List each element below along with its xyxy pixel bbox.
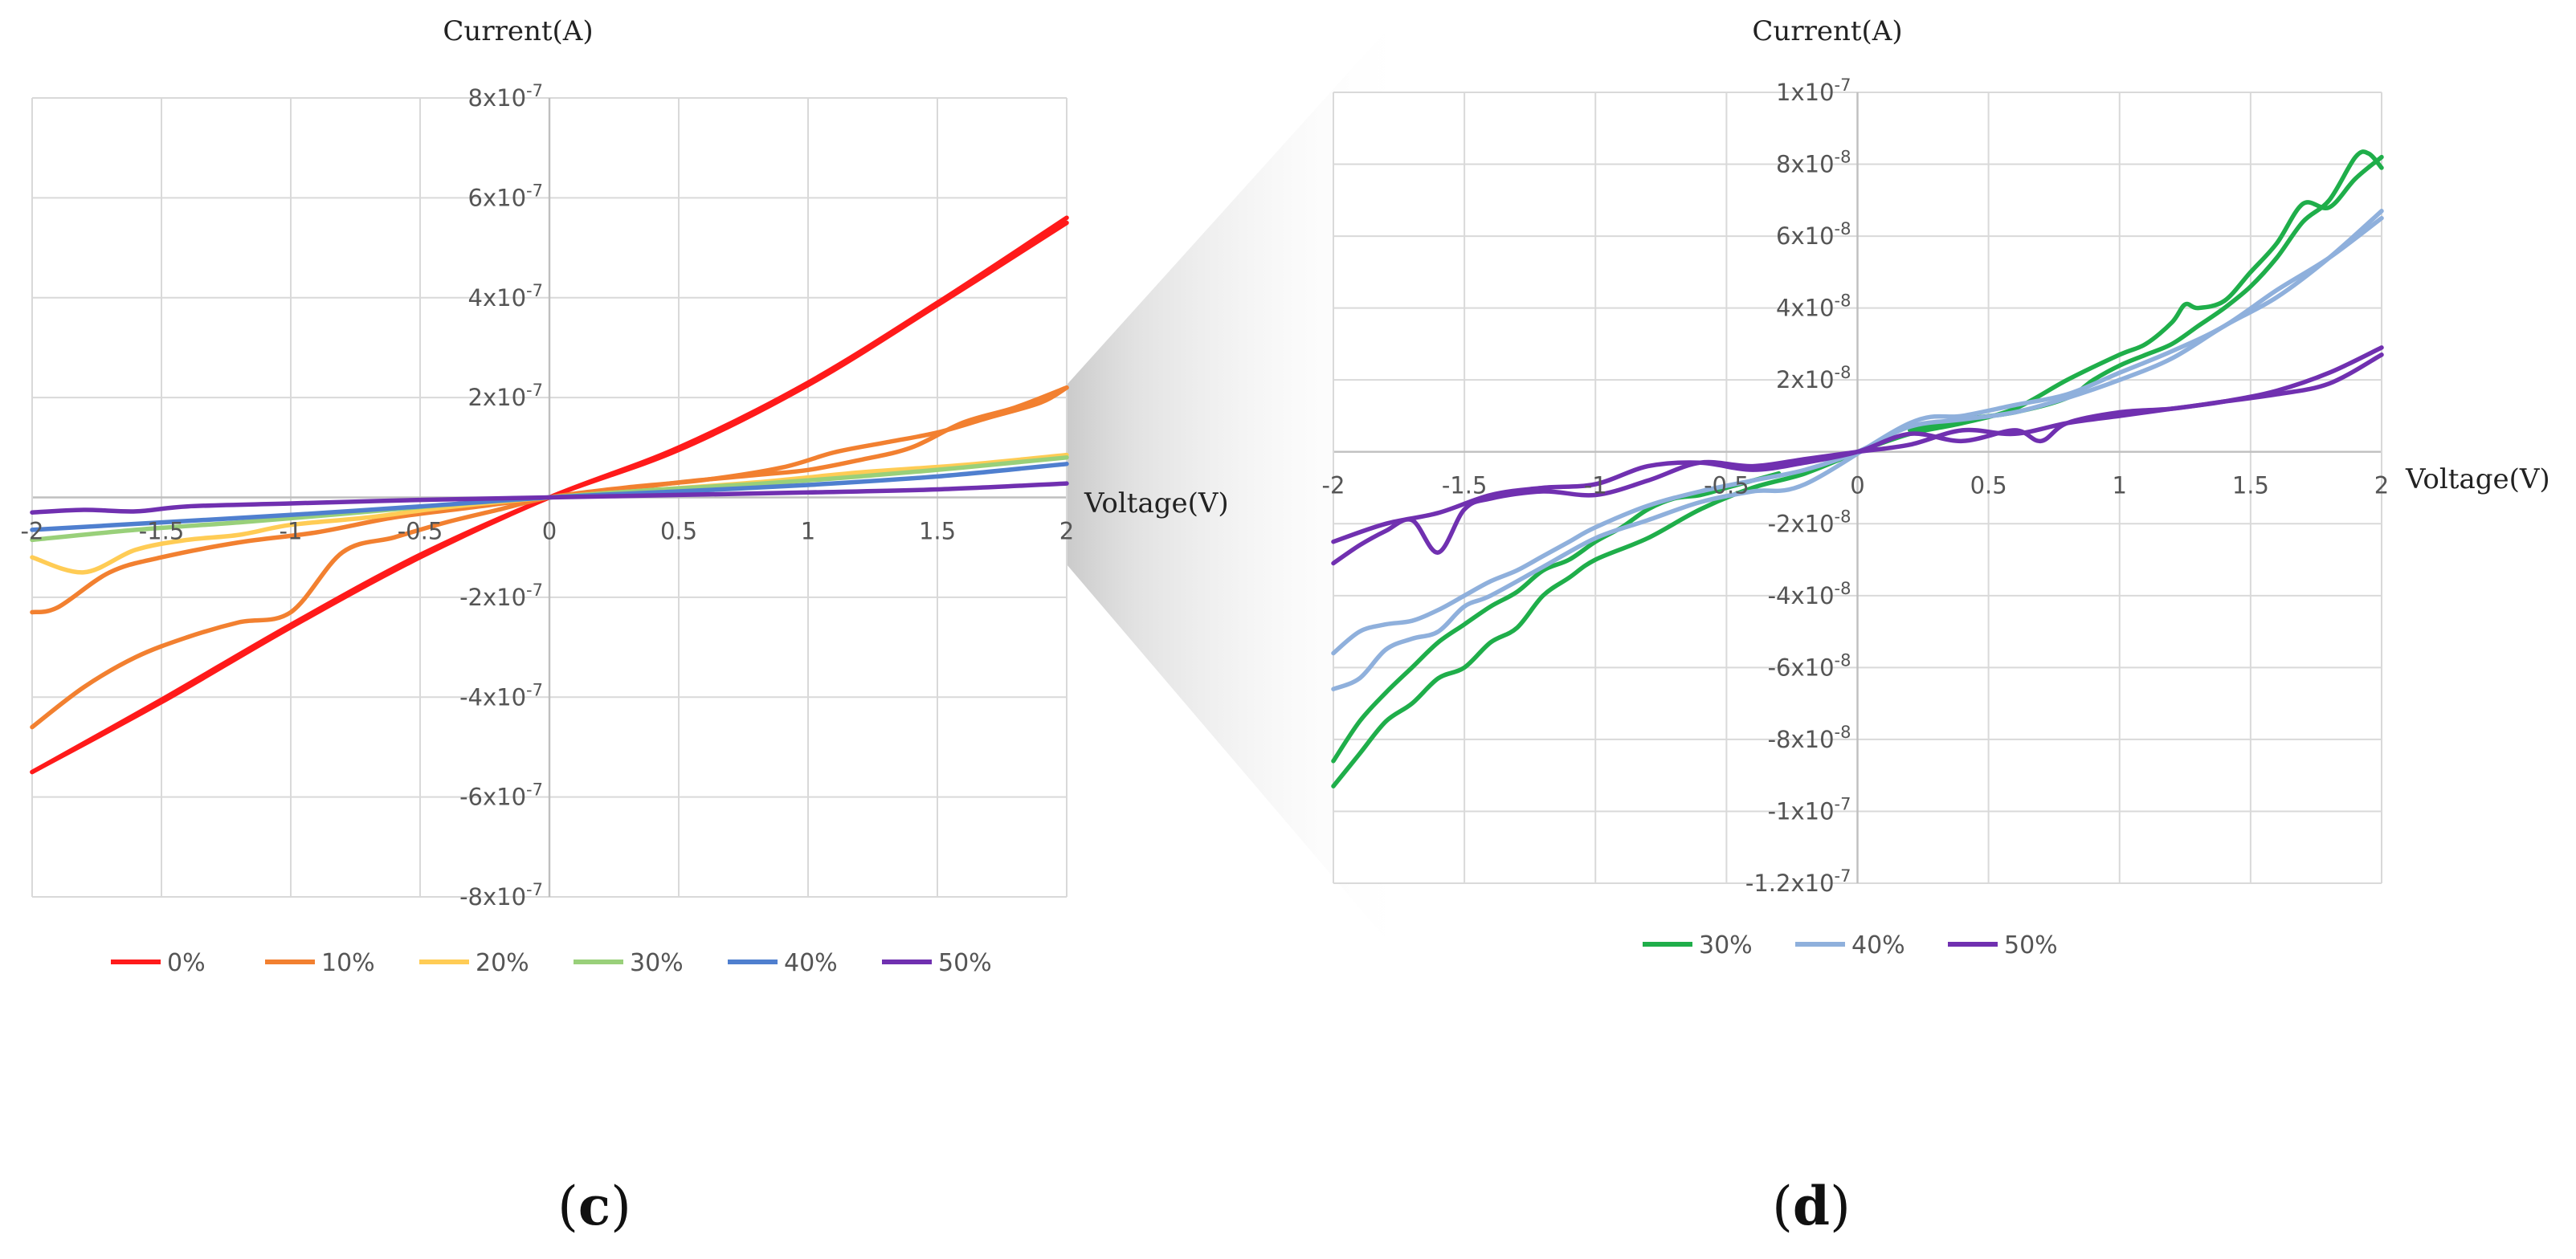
y-tick-label-c-6: -6x10-7 <box>459 780 543 811</box>
panel-label-d: (d) <box>1772 1175 1851 1237</box>
x-tick-label-d-2: -1 <box>1584 472 1607 499</box>
x-axis-title-c: Voltage(V) <box>1084 487 1229 519</box>
legend-label-d-2: 50% <box>2004 931 2058 960</box>
series-group-d <box>1331 149 2384 788</box>
y-tick-label-c-1: 6x10-7 <box>468 181 543 211</box>
y-tick-label-d-10: -1.2x10-7 <box>1745 866 1851 897</box>
y-tick-label-c-5: -4x10-7 <box>459 680 543 711</box>
x-tick-label-d-6: 1 <box>2113 472 2127 499</box>
x-tick-label-d-8: 2 <box>2374 472 2389 499</box>
zoom-connector <box>988 0 1414 972</box>
y-tick-label-c-0: 8x10-7 <box>468 81 543 112</box>
x-axis-title-d: Voltage(V) <box>2405 463 2550 495</box>
y-tick-label-d-3: 4x10-8 <box>1776 291 1851 322</box>
legend-d: 30% 40% 50% <box>1643 931 2058 960</box>
x-tick-labels-d: -2 -1.5 -1 -0.5 0 0.5 1 1.5 2 <box>1322 472 2390 499</box>
y-tick-label-c-2: 4x10-7 <box>468 281 543 312</box>
chart-panel-d: -2 -1.5 -1 -0.5 0 0.5 1 1.5 2 1x10-7 8x10-8 6x10-8… <box>1322 15 2550 1237</box>
legend-label-d-0: 30% <box>1699 931 1753 960</box>
y-tick-label-d-6: -4x10-8 <box>1768 579 1851 609</box>
x-tick-label-c-0: -2 <box>21 518 44 545</box>
panel-letter-d: d <box>1793 1175 1830 1237</box>
series-line-c-7 <box>30 481 1069 515</box>
x-tick-label-d-0: -2 <box>1322 472 1345 499</box>
x-tick-label-c-7: 1.5 <box>919 518 956 545</box>
y-tick-label-d-5: -2x10-8 <box>1768 507 1851 537</box>
y-tick-label-d-1: 8x10-8 <box>1776 148 1851 178</box>
series-line-d-5 <box>1331 215 2384 691</box>
x-tick-label-c-4: 0 <box>542 518 557 545</box>
y-tick-labels-d: 1x10-7 8x10-8 6x10-8 4x10-8 2x10-8 -2x10-8 -4x… <box>1745 75 1851 897</box>
x-tick-label-d-7: 1.5 <box>2232 472 2269 499</box>
y-tick-label-d-8: -8x10-8 <box>1768 723 1851 753</box>
x-tick-label-d-1: -1.5 <box>1442 472 1488 499</box>
y-tick-labels-c: 8x10-7 6x10-7 4x10-7 2x10-7 -2x10-7 -4x10-7 -6… <box>459 81 543 911</box>
chart-panel-c: -2 -1.5 -1 -0.5 0 0.5 1 1.5 2 8x10-7 6x10-7 4x10-7… <box>21 15 1229 1237</box>
grid-d <box>1333 92 2382 884</box>
x-tick-label-c-6: 1 <box>801 518 815 545</box>
y-tick-label-d-2: 6x10-8 <box>1776 219 1851 250</box>
series-line-c-2 <box>30 385 1069 730</box>
legend-label-c-4: 40% <box>784 949 838 977</box>
legend-label-c-2: 20% <box>476 949 529 977</box>
x-tick-label-c-5: 0.5 <box>660 518 697 545</box>
y-axis-title-c: Current(A) <box>443 15 593 47</box>
y-tick-label-c-7: -8x10-7 <box>459 880 543 911</box>
x-tick-labels-c: -2 -1.5 -1 -0.5 0 0.5 1 1.5 2 <box>21 518 1075 545</box>
series-line-d-7 <box>1331 352 2384 544</box>
legend-label-c-5: 50% <box>938 949 992 977</box>
panel-letter-c: c <box>578 1175 610 1237</box>
y-tick-label-c-3: 2x10-7 <box>468 381 543 411</box>
series-group-c <box>30 215 1069 775</box>
series-line-d-4 <box>1331 209 2384 656</box>
x-tick-label-d-3: -0.5 <box>1704 472 1749 499</box>
y-axis-title-d: Current(A) <box>1752 15 1902 47</box>
y-tick-label-d-9: -1x10-7 <box>1768 794 1851 825</box>
panel-label-c: (c) <box>557 1175 631 1237</box>
y-tick-label-d-7: -6x10-8 <box>1768 650 1851 681</box>
legend-label-c-1: 10% <box>321 949 375 977</box>
legend-label-c-0: 0% <box>167 949 206 977</box>
x-tick-label-c-2: -1 <box>280 518 303 545</box>
x-tick-label-c-8: 2 <box>1059 518 1074 545</box>
x-tick-label-c-3: -0.5 <box>398 518 443 545</box>
legend-label-c-3: 30% <box>630 949 684 977</box>
legend-c: 0% 10% 20% 30% 40% 50% <box>111 949 992 977</box>
legend-label-d-1: 40% <box>1851 931 1905 960</box>
x-tick-label-d-5: 0.5 <box>1970 472 2007 499</box>
y-tick-label-c-4: -2x10-7 <box>459 581 543 611</box>
y-tick-label-d-0: 1x10-7 <box>1776 75 1851 106</box>
x-tick-label-c-1: -1.5 <box>139 518 185 545</box>
series-line-d-1 <box>1331 471 1782 764</box>
grid-c <box>31 97 1068 898</box>
x-tick-label-d-4: 0 <box>1850 472 1864 499</box>
y-tick-label-d-4: 2x10-8 <box>1776 363 1851 393</box>
